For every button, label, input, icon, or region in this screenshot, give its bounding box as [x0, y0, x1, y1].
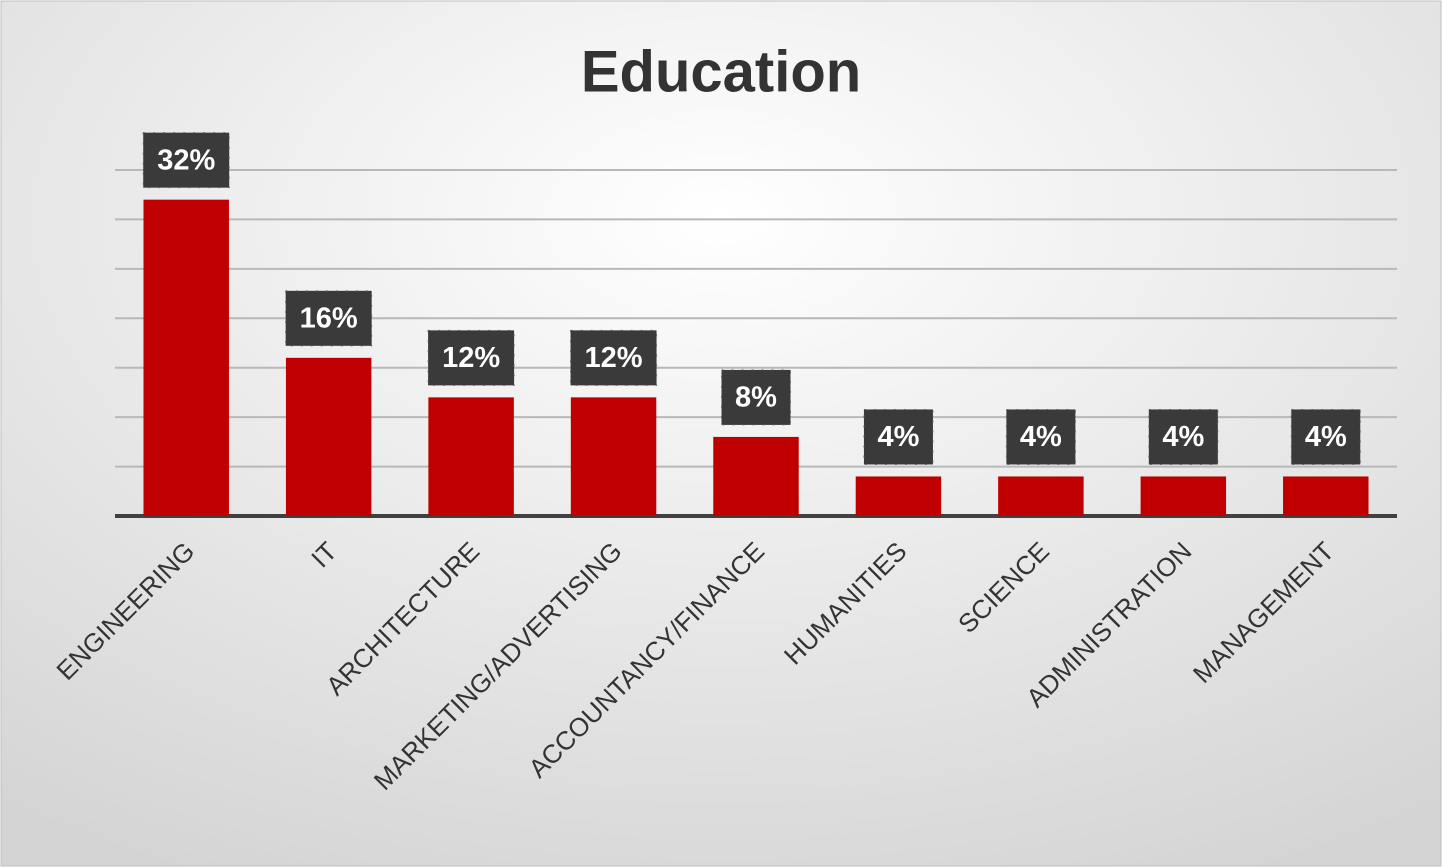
value-label: 32%	[157, 144, 215, 176]
value-label-box	[570, 329, 658, 386]
value-label: 4%	[1305, 421, 1347, 453]
value-label: 4%	[1020, 421, 1062, 453]
bar	[285, 357, 372, 516]
value-label-box	[285, 290, 373, 347]
bar	[998, 476, 1084, 516]
bar	[143, 199, 229, 516]
value-label-box	[1005, 408, 1076, 465]
value-label: 4%	[1162, 421, 1204, 453]
value-label-box	[142, 132, 230, 189]
bar	[1283, 476, 1369, 516]
value-label: 16%	[300, 302, 358, 334]
value-label: 12%	[585, 342, 643, 374]
value-label-box	[863, 408, 934, 465]
value-label-box	[427, 329, 515, 386]
bar	[570, 397, 657, 516]
bar	[428, 397, 514, 516]
bar	[855, 476, 942, 516]
bar	[1140, 476, 1227, 516]
value-label: 4%	[877, 421, 919, 453]
value-label-box	[1148, 408, 1219, 465]
chart-title: Education	[581, 39, 861, 104]
value-label: 8%	[735, 382, 777, 414]
bar	[713, 436, 799, 516]
value-label-box	[1290, 408, 1361, 465]
value-label: 12%	[442, 342, 500, 374]
value-label-box	[721, 369, 791, 426]
